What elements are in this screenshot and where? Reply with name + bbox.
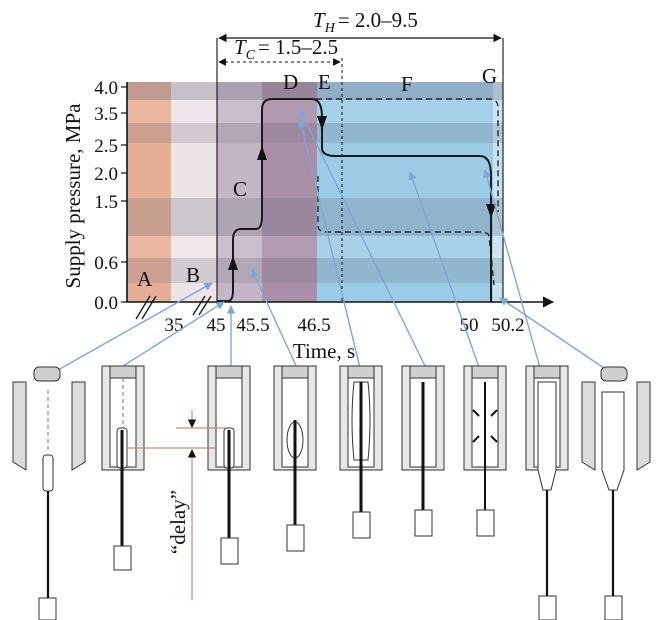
pressure-curves xyxy=(217,98,499,302)
phase-label-d: D xyxy=(283,70,298,94)
connector-arrow xyxy=(499,297,611,373)
timing-annotations: TH = 2.0–9.5 TC = 1.5–2.5 xyxy=(218,8,502,66)
x-axis-break xyxy=(192,295,206,316)
y-axis-title: Supply pressure, MPa xyxy=(61,103,85,289)
y-tick-label: 1.5 xyxy=(94,192,118,213)
pressure-envelope-dashed xyxy=(316,98,499,286)
phase-label-g: G xyxy=(482,64,497,88)
curve-arrow-down xyxy=(317,116,327,130)
phase-label-a: A xyxy=(137,267,153,291)
x-tick-label: 50 xyxy=(460,315,479,336)
x-axis-title: Time, s xyxy=(293,339,355,363)
delay-label: “delay” xyxy=(166,490,190,554)
y-tick-label: 3.5 xyxy=(94,104,118,125)
mould-stage-6 xyxy=(401,365,445,537)
phase-label-e: E xyxy=(318,70,331,94)
connector-arrow xyxy=(251,269,299,371)
axes: 0.0 0.6 1.5 2.0 2.5 3.5 4.0 35 45 45.5 46.5 50 50.2 xyxy=(94,38,555,336)
phase-a-region xyxy=(127,82,171,302)
phase-c-region xyxy=(217,82,262,302)
mould-stage-2 xyxy=(101,365,145,571)
x-axis-break xyxy=(135,295,151,320)
connector-arrow xyxy=(297,119,361,369)
curve-arrow-up xyxy=(257,146,267,160)
pressure-curve xyxy=(217,98,492,302)
mould-stage-4 xyxy=(273,365,317,552)
x-tick-label: 46.5 xyxy=(297,315,330,336)
th-label: TH = 2.0–9.5 xyxy=(313,8,418,36)
connector-arrow xyxy=(482,169,541,369)
curve-arrow-up xyxy=(228,256,238,270)
mould-stage-5 xyxy=(339,365,383,539)
connector-arrow xyxy=(57,282,213,371)
y-tick-label: 2.5 xyxy=(94,136,118,157)
x-tick-label: 50.2 xyxy=(491,315,524,336)
mould-stage-9 xyxy=(581,366,651,620)
delay-annotation: “delay” xyxy=(127,410,226,600)
connector-arrow xyxy=(119,301,225,369)
phase-background xyxy=(127,82,503,302)
phase-labels: A B C D E F G xyxy=(137,64,497,291)
mould-stage-1 xyxy=(12,366,86,620)
mould-stage-3 xyxy=(207,365,251,565)
tc-label: TC = 1.5–2.5 xyxy=(234,35,338,63)
connector-arrow xyxy=(299,109,427,369)
phase-label-f: F xyxy=(401,72,413,96)
phase-f-region xyxy=(317,82,493,302)
mould-stage-7 xyxy=(463,365,507,537)
connector-arrows xyxy=(57,109,611,373)
curve-arrow-down xyxy=(486,204,496,218)
y-tick-label: 2.0 xyxy=(94,164,118,185)
phase-b-region xyxy=(171,82,217,302)
x-tick-label: 45 xyxy=(207,315,226,336)
y-tick-label: 4.0 xyxy=(94,78,118,99)
mould-sequence xyxy=(12,365,651,620)
x-tick-label: 45.5 xyxy=(236,315,269,336)
y-tick-label: 0.6 xyxy=(94,253,118,274)
mould-stage-8 xyxy=(525,365,569,620)
phase-d-region xyxy=(262,82,317,302)
x-tick-label: 35 xyxy=(165,315,184,336)
y-tick-label: 0.0 xyxy=(94,293,118,314)
phase-label-c: C xyxy=(233,177,247,201)
phase-label-b: B xyxy=(186,263,200,287)
connector-arrow xyxy=(408,171,481,371)
